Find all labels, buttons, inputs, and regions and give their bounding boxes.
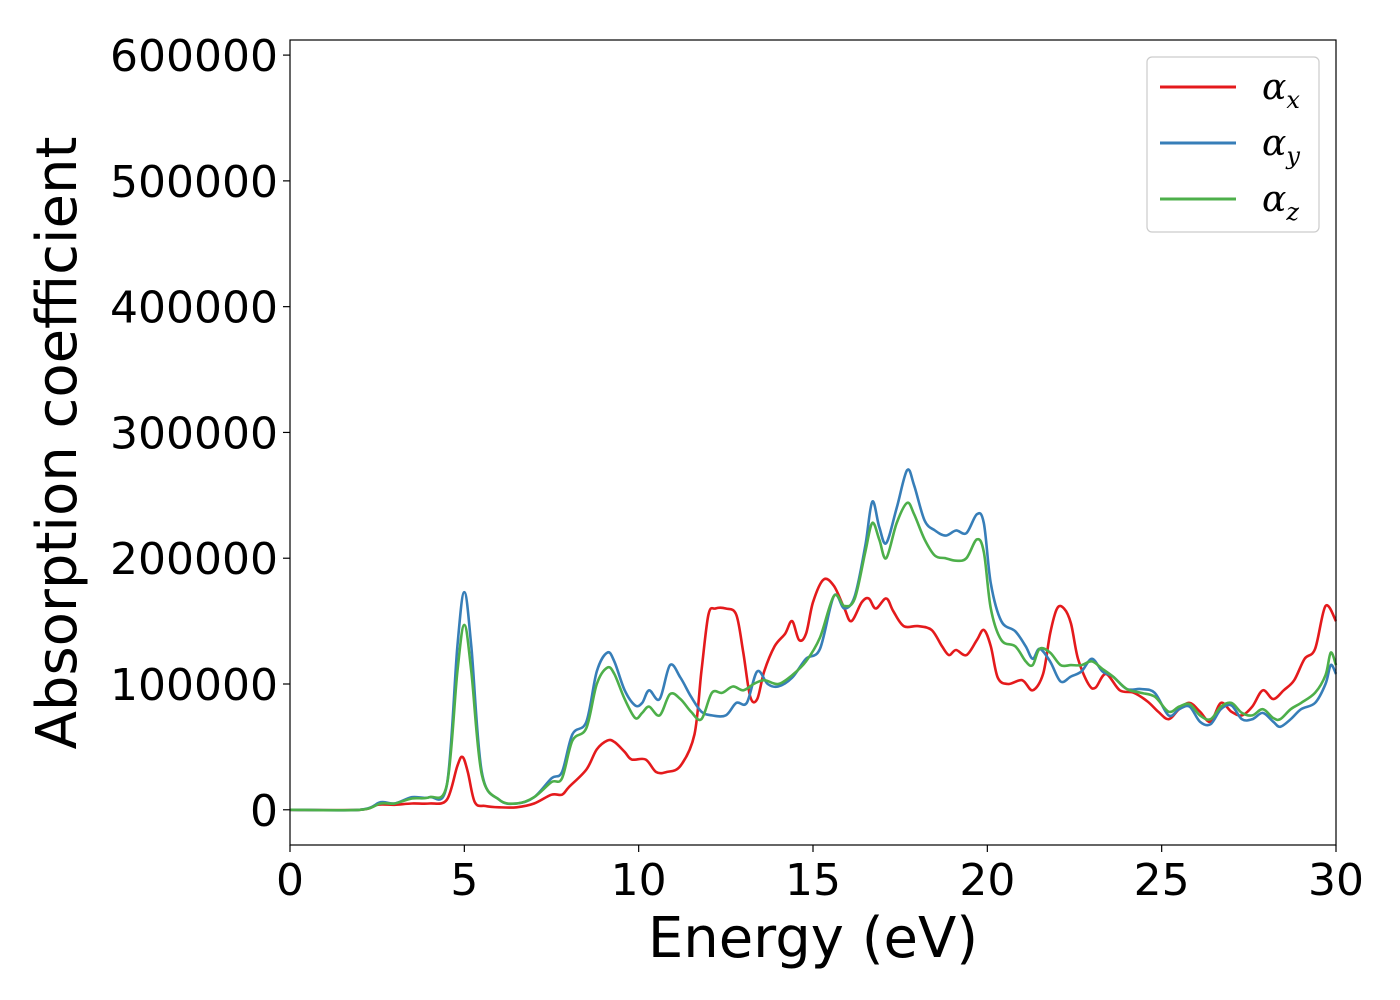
legend-label-z: αz — [1262, 179, 1299, 226]
y-tick-label: 200000 — [110, 534, 278, 585]
x-tick-label: 30 — [1308, 855, 1364, 906]
y-tick-label: 0 — [250, 786, 278, 837]
y-tick-label: 600000 — [110, 31, 278, 82]
series-layer — [289, 468, 1338, 812]
series-line-z — [289, 501, 1338, 812]
legend-label-y: αy — [1262, 123, 1300, 170]
x-tick-label: 20 — [959, 855, 1015, 906]
x-axis: 0 5 10 15 20 25 30 — [276, 845, 1364, 906]
x-tick-label: 5 — [450, 855, 478, 906]
y-tick-label: 400000 — [110, 283, 278, 334]
x-tick-label: 10 — [611, 855, 667, 906]
y-tick-label: 100000 — [110, 660, 278, 711]
y-tick-label: 300000 — [110, 408, 278, 459]
x-axis-label: Energy (eV) — [648, 906, 978, 971]
x-tick-label: 15 — [785, 855, 841, 906]
x-tick-label: 25 — [1134, 855, 1190, 906]
legend: αx αy αz — [1146, 56, 1320, 233]
series-line-x — [289, 577, 1338, 812]
y-axis-label: Absorption coefficient — [25, 137, 90, 750]
x-tick-label: 0 — [276, 855, 304, 906]
y-axis: 0 100000 200000 300000 400000 500000 600000 — [110, 31, 290, 837]
legend-label-x: αx — [1262, 67, 1300, 114]
y-tick-label: 500000 — [110, 157, 278, 208]
series-line-y — [289, 468, 1338, 812]
